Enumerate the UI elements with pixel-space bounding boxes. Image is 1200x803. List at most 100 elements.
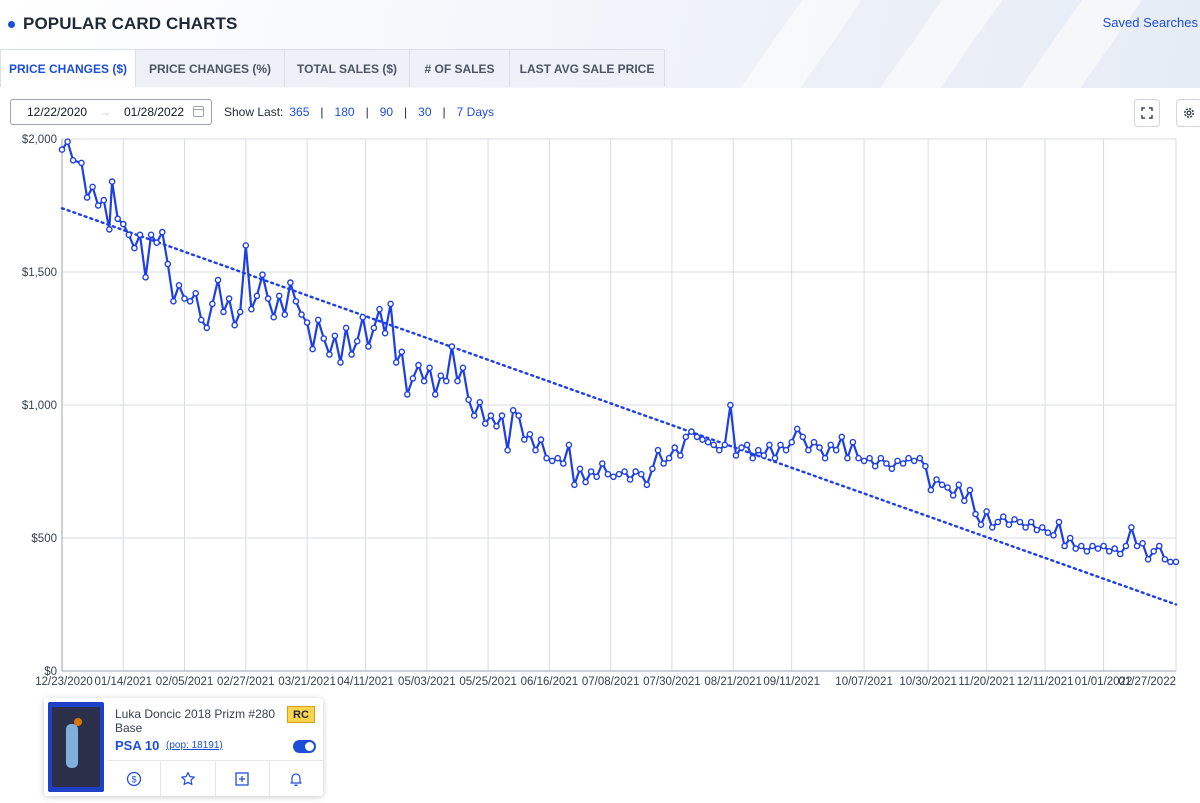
data-point[interactable] [1172,558,1180,566]
alert-button[interactable] [270,761,323,796]
data-point[interactable] [1128,524,1135,531]
data-point[interactable] [153,239,160,246]
data-point[interactable] [1061,542,1068,550]
data-point[interactable] [560,460,567,467]
data-point[interactable] [270,313,278,321]
data-point[interactable] [844,454,851,462]
data-point[interactable] [320,335,328,342]
data-point[interactable] [949,492,957,499]
saved-searches-link[interactable]: Saved Searches [1102,15,1198,30]
data-point[interactable] [136,231,144,239]
tab-price-changes-percent[interactable]: PRICE CHANGES (%) [135,49,285,87]
data-point[interactable] [532,446,539,454]
data-point[interactable] [114,215,121,223]
data-point[interactable] [1122,542,1130,550]
data-point[interactable] [788,438,796,446]
data-point[interactable] [677,452,684,459]
data-point[interactable] [738,444,745,451]
data-point[interactable] [1000,513,1007,521]
data-point[interactable] [582,478,589,486]
data-point[interactable] [905,454,912,462]
data-point[interactable] [805,446,812,454]
data-point[interactable] [326,351,333,358]
data-point[interactable] [571,481,578,489]
data-point[interactable] [1144,555,1152,563]
data-point[interactable] [1050,531,1057,539]
data-point[interactable] [632,468,640,475]
tab-price-changes-dollar[interactable]: PRICE CHANGES ($) [0,49,136,87]
data-point[interactable] [376,305,383,313]
data-point[interactable] [760,452,768,459]
data-point[interactable] [1072,545,1079,552]
data-point[interactable] [866,454,873,462]
data-point[interactable] [370,324,378,332]
data-point[interactable] [83,194,91,201]
data-point[interactable] [459,364,467,372]
data-point[interactable] [348,351,355,358]
data-point[interactable] [977,521,985,529]
data-point[interactable] [599,460,606,467]
data-point[interactable] [1005,521,1013,529]
data-point[interactable] [331,332,339,340]
data-point[interactable] [431,391,439,398]
data-point[interactable] [158,228,166,236]
data-point[interactable] [1027,518,1035,526]
data-point[interactable] [548,457,556,465]
data-point[interactable] [610,473,617,481]
tab-last-avg-sale-price[interactable]: LAST AVG SALE PRICE [509,49,665,87]
data-point[interactable] [1105,547,1113,555]
data-point[interactable] [777,441,784,449]
data-point[interactable] [1150,547,1157,555]
data-point[interactable] [994,518,1002,526]
data-point[interactable] [64,138,71,146]
data-point[interactable] [621,468,628,475]
data-point[interactable] [100,196,108,204]
data-point[interactable] [342,324,350,332]
add-to-collection-button[interactable] [216,761,270,796]
data-point[interactable] [593,473,601,481]
data-point[interactable] [337,359,344,366]
data-point[interactable] [927,486,935,494]
data-point[interactable] [1039,524,1046,531]
data-point[interactable] [727,401,734,409]
data-point[interactable] [1167,558,1174,566]
data-point[interactable] [454,377,461,385]
data-point[interactable] [1022,524,1029,531]
data-point[interactable] [1100,542,1107,550]
data-point[interactable] [314,316,322,324]
tab-number-of-sales[interactable]: # OF SALES [409,49,510,87]
data-point[interactable] [938,481,946,489]
data-point[interactable] [688,428,695,435]
data-point[interactable] [225,295,233,302]
data-point[interactable] [108,178,116,185]
data-point[interactable] [1066,534,1074,542]
data-point[interactable] [1055,518,1063,526]
data-point[interactable] [1156,542,1163,550]
tab-total-sales[interactable]: TOTAL SALES ($) [284,49,410,87]
data-point[interactable] [498,412,506,419]
data-point[interactable] [248,305,255,313]
data-point[interactable] [626,476,634,483]
card-thumbnail[interactable] [48,702,104,792]
data-point[interactable] [916,454,924,462]
favorite-button[interactable] [161,761,216,796]
date-range-picker[interactable]: 12/22/2020 → 01/28/2022 [10,99,212,125]
data-point[interactable] [214,276,222,284]
data-point[interactable] [365,343,372,350]
data-point[interactable] [988,524,996,531]
data-point[interactable] [899,460,907,467]
data-point[interactable] [877,454,885,462]
data-point[interactable] [660,460,667,467]
data-point[interactable] [398,348,406,356]
price-chart[interactable]: $0 $500 $1,000 $1,500 $2,000 12/23/2020 01/14/… [0,128,1200,690]
data-point[interactable] [1089,542,1096,550]
data-point[interactable] [392,359,400,366]
data-point[interactable] [236,308,244,316]
data-point[interactable] [242,242,250,249]
data-point[interactable] [883,460,890,467]
data-point[interactable] [1094,545,1102,552]
tracking-toggle[interactable] [293,740,316,753]
data-point[interactable] [309,345,316,353]
data-point[interactable] [253,292,261,300]
data-point[interactable] [832,446,840,454]
